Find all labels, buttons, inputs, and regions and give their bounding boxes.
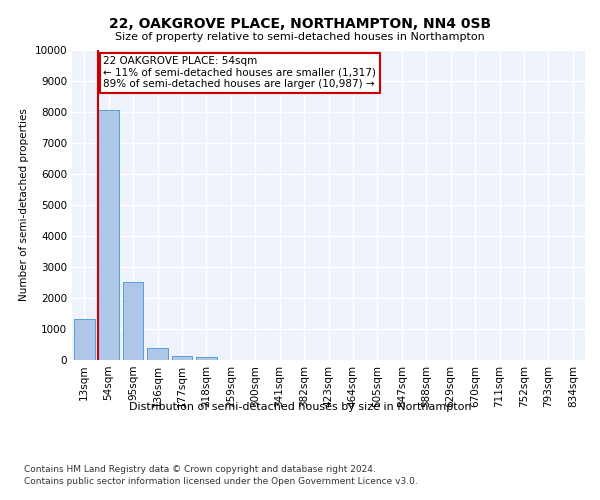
- Bar: [147, 348, 168, 360]
- Bar: [98, 110, 119, 360]
- Y-axis label: Number of semi-detached properties: Number of semi-detached properties: [19, 108, 29, 302]
- Text: Contains HM Land Registry data © Crown copyright and database right 2024.: Contains HM Land Registry data © Crown c…: [24, 465, 376, 474]
- Text: Distribution of semi-detached houses by size in Northampton: Distribution of semi-detached houses by …: [129, 402, 471, 412]
- Bar: [196, 357, 217, 360]
- Text: 22 OAKGROVE PLACE: 54sqm
← 11% of semi-detached houses are smaller (1,317)
89% o: 22 OAKGROVE PLACE: 54sqm ← 11% of semi-d…: [103, 56, 376, 90]
- Text: Contains public sector information licensed under the Open Government Licence v3: Contains public sector information licen…: [24, 478, 418, 486]
- Text: Size of property relative to semi-detached houses in Northampton: Size of property relative to semi-detach…: [115, 32, 485, 42]
- Bar: [74, 319, 95, 360]
- Text: 22, OAKGROVE PLACE, NORTHAMPTON, NN4 0SB: 22, OAKGROVE PLACE, NORTHAMPTON, NN4 0SB: [109, 18, 491, 32]
- Bar: [172, 356, 193, 360]
- Bar: [122, 282, 143, 360]
